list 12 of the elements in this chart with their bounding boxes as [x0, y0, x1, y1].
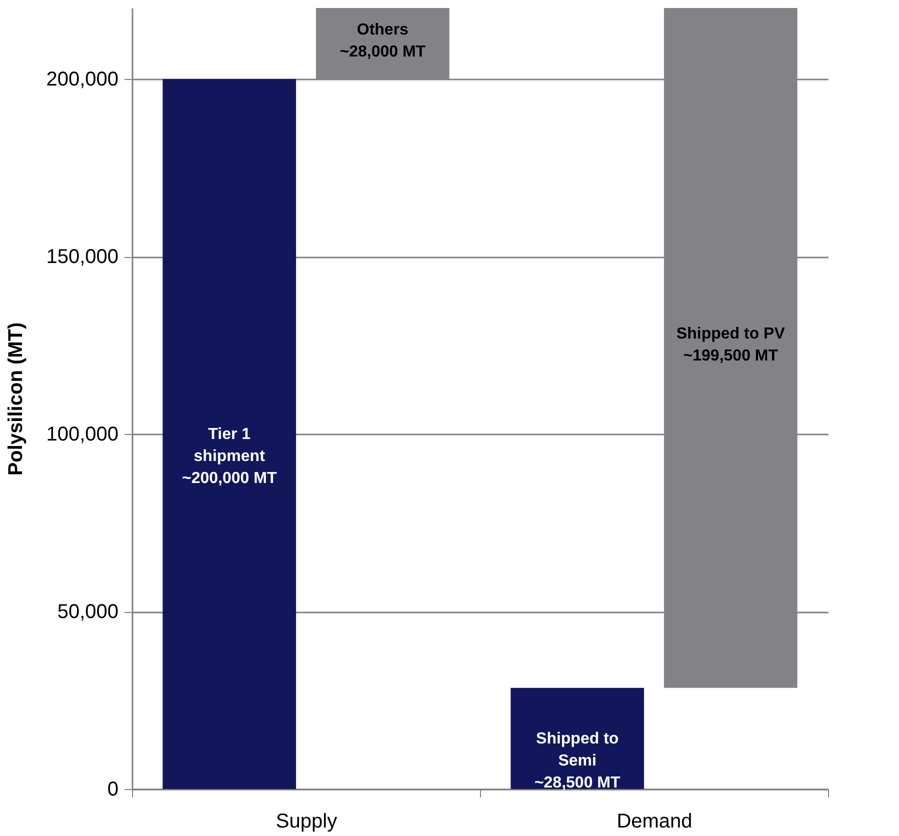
y-axis-title: Polysilicon (MT) [5, 322, 28, 476]
x-tick-label: Supply [276, 810, 338, 832]
y-tick-label: 200,000 [46, 68, 118, 90]
y-tick-label: 0 [107, 778, 118, 800]
data-label: Shipped to Semi ~28,500 MT [534, 730, 620, 792]
data-label: Tier 1 shipment ~200,000 MT [182, 426, 277, 487]
data-label: Others ~28,000 MT [340, 21, 426, 60]
y-tick-label: 50,000 [57, 601, 118, 623]
data-label: Shipped to PV ~199,500 MT [676, 326, 786, 365]
x-tick-label: Demand [616, 810, 692, 832]
y-tick-label: 150,000 [46, 246, 118, 268]
y-tick-label: 100,000 [46, 424, 118, 446]
